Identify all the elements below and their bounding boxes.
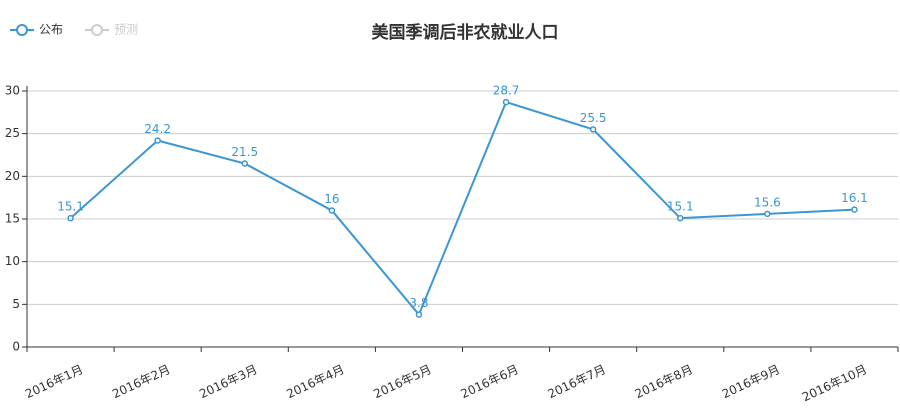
x-tick-label: 2016年9月 xyxy=(720,362,782,401)
data-label: 16.1 xyxy=(841,191,868,205)
data-label: 24.2 xyxy=(144,122,171,136)
legend-marker xyxy=(16,24,28,36)
data-label: 15.1 xyxy=(667,200,694,214)
point xyxy=(67,214,74,222)
data-label: 15.6 xyxy=(754,195,781,209)
x-tick-label: 2016年10月 xyxy=(800,362,869,404)
point xyxy=(241,160,248,167)
x-tick-label: 2016年8月 xyxy=(633,362,695,401)
point xyxy=(328,207,336,214)
point xyxy=(764,210,771,218)
y-tick-label: 20 xyxy=(5,169,20,183)
y-tick-label: 0 xyxy=(12,340,20,354)
x-tick-label: 2016年3月 xyxy=(197,362,259,401)
data-label: 3.8 xyxy=(409,296,428,310)
point xyxy=(154,137,161,144)
x-tick-label: 2016年1月 xyxy=(23,362,85,401)
point xyxy=(502,98,510,106)
x-tick-label: 2016年7月 xyxy=(546,362,608,401)
y-tick-label: 30 xyxy=(5,84,20,98)
point xyxy=(589,126,597,133)
legend-label: 预测 xyxy=(114,23,138,37)
data-label: 25.5 xyxy=(580,111,607,125)
point xyxy=(677,214,684,222)
data-label: 15.1 xyxy=(57,200,84,214)
y-tick-label: 5 xyxy=(12,297,20,311)
x-tick-label: 2016年2月 xyxy=(110,362,172,401)
point xyxy=(851,206,858,213)
y-tick-label: 25 xyxy=(5,126,20,140)
x-tick-label: 2016年6月 xyxy=(459,362,521,401)
data-label: 21.5 xyxy=(231,145,258,159)
y-tick-label: 10 xyxy=(5,254,20,268)
legend-marker xyxy=(91,24,103,36)
point xyxy=(415,311,423,318)
chart-title: 美国季调后非农就业人口 xyxy=(372,22,559,43)
x-tick-label: 2016年5月 xyxy=(371,362,433,401)
legend-label: 公布 xyxy=(39,23,63,37)
data-label: 28.7 xyxy=(493,84,520,98)
data-label: 16 xyxy=(324,192,339,206)
series-line xyxy=(69,100,855,317)
x-tick-label: 2016年4月 xyxy=(284,362,346,401)
y-tick-label: 15 xyxy=(5,212,20,226)
